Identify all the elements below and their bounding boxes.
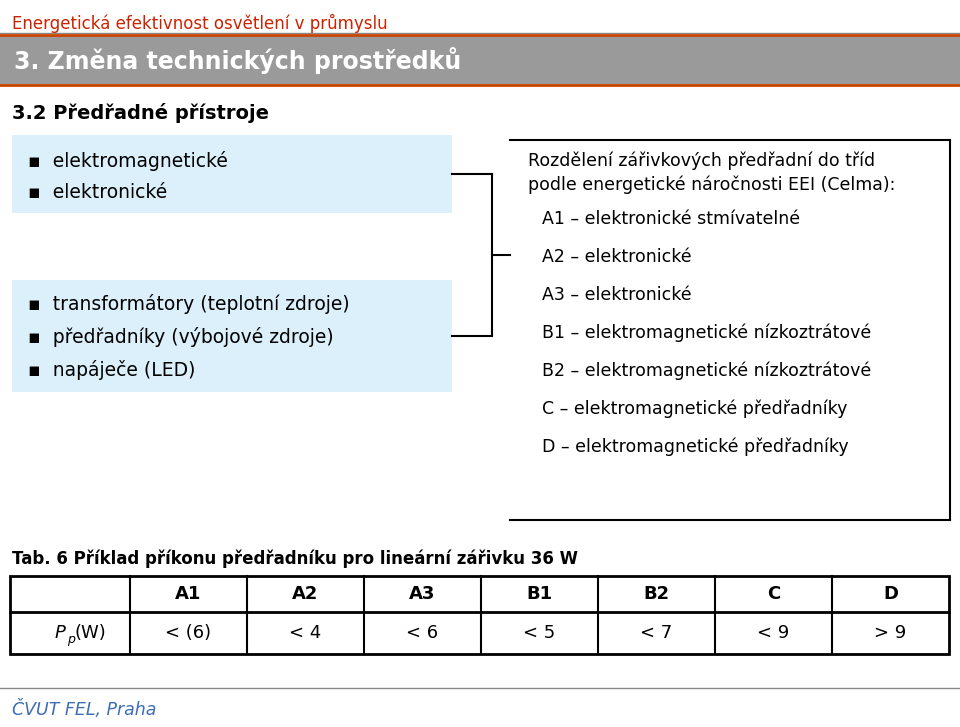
Text: D – elektromagnetické předřadníky: D – elektromagnetické předřadníky [542,438,849,457]
Bar [12,280,452,392]
Text: ▪  napáječe (LED): ▪ napáječe (LED) [28,360,196,380]
Text: A3 – elektronické: A3 – elektronické [542,286,691,304]
Text: A1: A1 [176,585,202,603]
Text: 3. Změna technických prostředků: 3. Změna technických prostředků [14,47,461,73]
Text: Energetická efektivnost osvětlení v průmyslu: Energetická efektivnost osvětlení v prům… [12,14,388,33]
Text: < (6): < (6) [165,624,211,642]
Bar [0,35,960,85]
Text: ▪  elektronické: ▪ elektronické [28,183,167,202]
Text: ▪  elektromagnetické: ▪ elektromagnetické [28,151,228,171]
Text: A2 – elektronické: A2 – elektronické [542,248,691,266]
Text: < 9: < 9 [757,624,790,642]
Text: B1: B1 [526,585,553,603]
Text: B2 – elektromagnetické nízkoztrátové: B2 – elektromagnetické nízkoztrátové [542,362,872,380]
Text: < 6: < 6 [406,624,439,642]
Text: C – elektromagnetické předřadníky: C – elektromagnetické předřadníky [542,400,848,419]
Text: p: p [67,632,75,646]
Bar [12,135,452,213]
Text: D: D [883,585,898,603]
Text: A3: A3 [409,585,436,603]
Text: C: C [767,585,780,603]
Text: A1 – elektronické stmívatelné: A1 – elektronické stmívatelné [542,210,800,228]
Text: < 7: < 7 [640,624,673,642]
Text: podle energetické náročnosti EEI (Celma):: podle energetické náročnosti EEI (Celma)… [528,176,896,195]
Text: Rozdělení zářivkových předřadní do tříd: Rozdělení zářivkových předřadní do tříd [528,152,876,171]
Text: ČVUT FEL, Praha: ČVUT FEL, Praha [12,700,156,719]
Text: (W): (W) [75,624,107,642]
Text: B2: B2 [643,585,669,603]
Text: 3.2 Předřadné přístroje: 3.2 Předřadné přístroje [12,103,269,123]
Text: P: P [55,624,65,642]
Text: > 9: > 9 [875,624,906,642]
Text: < 5: < 5 [523,624,556,642]
Text: ▪  transformátory (teplotní zdroje): ▪ transformátory (teplotní zdroje) [28,294,349,314]
Text: B1 – elektromagnetické nízkoztrátové: B1 – elektromagnetické nízkoztrátové [542,324,872,342]
Text: < 4: < 4 [289,624,322,642]
Text: A2: A2 [292,585,319,603]
Bar [10,576,949,654]
Text: ▪  předřadníky (výbojové zdroje): ▪ předřadníky (výbojové zdroje) [28,327,334,347]
Text: Tab. 6 Příklad příkonu předřadníku pro lineární zářivku 36 W: Tab. 6 Příklad příkonu předřadníku pro l… [12,550,578,569]
